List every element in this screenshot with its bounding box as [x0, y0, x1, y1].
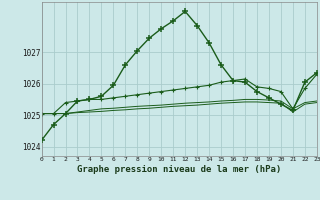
X-axis label: Graphe pression niveau de la mer (hPa): Graphe pression niveau de la mer (hPa) [77, 165, 281, 174]
